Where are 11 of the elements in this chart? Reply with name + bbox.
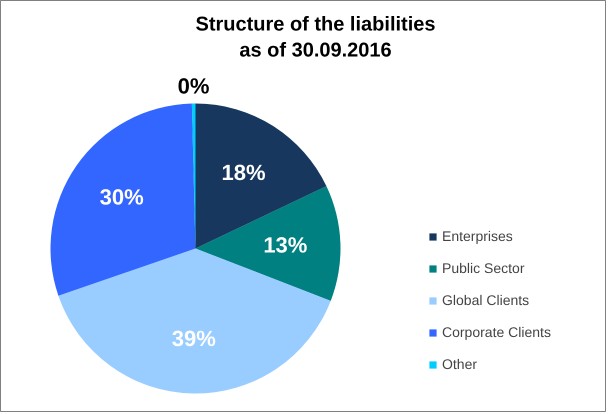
legend-label: Other: [442, 356, 478, 372]
data-label: 30%: [100, 184, 144, 210]
data-label: 0%: [178, 74, 210, 99]
chart-title: Structure of the liabilities as of 30.09.2016: [195, 14, 436, 62]
legend-label: Corporate Clients: [442, 324, 551, 340]
data-label: 13%: [263, 232, 308, 258]
legend-label: Global Clients: [442, 292, 530, 308]
legend-label: Enterprises: [442, 228, 513, 244]
data-label: 39%: [172, 326, 216, 351]
data-label: 18%: [221, 160, 266, 185]
legend-label: Public Sector: [442, 260, 524, 276]
